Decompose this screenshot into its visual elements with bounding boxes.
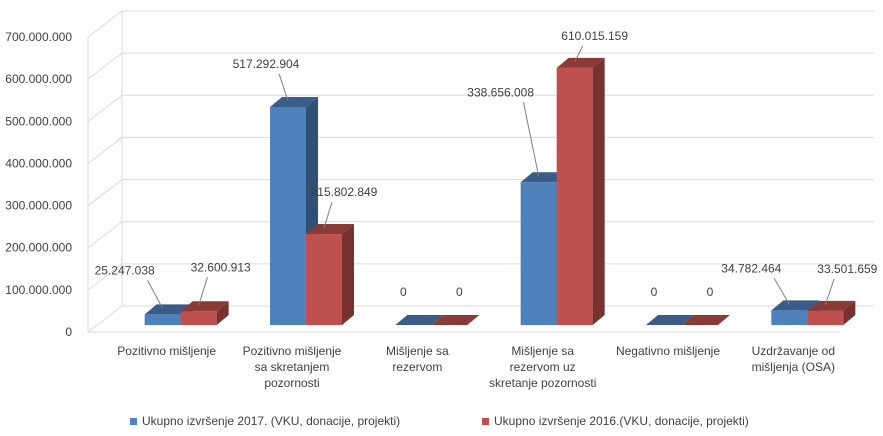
x-tick-label: Negativno mišljenje (616, 344, 720, 358)
bar-top-2017 (646, 315, 694, 325)
data-label: 34.782.464 (721, 261, 781, 275)
x-tick-label: Pozitivno mišljenje (117, 344, 216, 358)
bar-top-2017 (395, 315, 444, 325)
bar-top-2017 (771, 300, 820, 311)
data-label: 517.292.904 (233, 57, 300, 71)
bar-top-2016 (306, 224, 354, 235)
x-tick-label: Mišljenje sa rezervom uz skretanje pozorno… (489, 344, 596, 390)
y-tick-label: 500.000.000 (5, 114, 72, 128)
bar-2016 (180, 311, 217, 325)
gridline-side (87, 52, 123, 80)
bar-2016 (556, 67, 593, 325)
data-label: 610.015.159 (561, 29, 628, 43)
data-label: 32.600.913 (191, 260, 251, 274)
legend-swatch-2016 (482, 417, 489, 425)
data-label-leader (824, 278, 835, 306)
bar-top-2016 (180, 301, 229, 312)
x-tick-label: Pozitivno mišljenje sa skretanjem pozornos… (243, 344, 342, 390)
data-label-leader (773, 278, 790, 305)
data-label: 0 (707, 285, 714, 299)
gridline-side (87, 221, 123, 249)
bar-top-2017 (270, 96, 318, 107)
x-tick-label: Uzdržavanje od mišljenja (OSA) (752, 344, 835, 374)
data-label-leader (147, 280, 164, 309)
legend: Ukupno izvršenje 2017. (VKU, donacije, p… (0, 414, 883, 434)
bar-top-2016 (807, 300, 856, 311)
bar-2017 (270, 106, 306, 326)
bar-side-2016 (342, 224, 354, 325)
data-label: 0 (651, 285, 658, 299)
data-label: 215.802.849 (311, 185, 378, 199)
gridline-side (87, 137, 123, 164)
x-tick-label: Mišljenje sa rezervom (386, 344, 449, 374)
data-label-leader (522, 102, 540, 177)
y-tick-label: 100.000.000 (5, 283, 72, 297)
data-labels: 25.247.038 32.600.913 517.292.904 215.802.8… (95, 29, 878, 309)
y-axis: 0 100.000.000 200.000.000 300.000.000 400.00… (5, 30, 72, 339)
bar-2017 (771, 310, 808, 325)
bar-top-2016 (682, 315, 730, 325)
bar-2016 (807, 310, 844, 325)
legend-label-2017: Ukupno izvršenje 2017. (VKU, donacije, p… (142, 414, 401, 428)
bar-2016 (306, 234, 342, 325)
y-tick-label: 700.000.000 (5, 30, 72, 44)
y-tick-label: 400.000.000 (5, 156, 72, 170)
gridline-side (87, 179, 123, 206)
bar-2017 (520, 182, 557, 325)
data-label: 33.501.659 (817, 262, 877, 276)
y-tick-label: 0 (65, 325, 72, 339)
data-label-leader (323, 201, 333, 229)
data-label: 25.247.038 (95, 263, 155, 277)
legend-swatch-2017 (130, 417, 137, 425)
y-tick-label: 300.000.000 (5, 199, 72, 213)
data-label: 0 (400, 285, 407, 299)
gridline-side (87, 263, 123, 291)
gridline-side (87, 305, 123, 333)
legend-item-2016: Ukupno izvršenje 2016.(VKU, donacije, pr… (482, 414, 749, 428)
bar-2017 (144, 314, 181, 325)
bars-group (144, 57, 856, 326)
y-tick-label: 200.000.000 (5, 241, 72, 255)
gridline-side (87, 10, 123, 38)
legend-label-2016: Ukupno izvršenje 2016.(VKU, donacije, pr… (494, 414, 749, 428)
bar-side-2016 (843, 300, 856, 325)
chart-walls (87, 10, 874, 333)
bar-side-2016 (216, 301, 229, 325)
y-tick-label: 600.000.000 (5, 72, 72, 86)
data-label-leader (574, 45, 584, 63)
bar-top-2016 (556, 57, 605, 68)
legend-item-2017: Ukupno izvršenje 2017. (VKU, donacije, p… (130, 414, 400, 428)
bar-side-2016 (592, 57, 605, 326)
data-label-leader (278, 73, 289, 102)
data-label-leader (198, 277, 208, 306)
data-label: 0 (456, 285, 463, 299)
data-label: 338.656.008 (467, 85, 534, 99)
x-axis: Pozitivno mišljenje Pozitivno mišljenje sa… (117, 344, 835, 390)
bar-top-2016 (431, 315, 480, 325)
gridline-side (87, 94, 123, 122)
